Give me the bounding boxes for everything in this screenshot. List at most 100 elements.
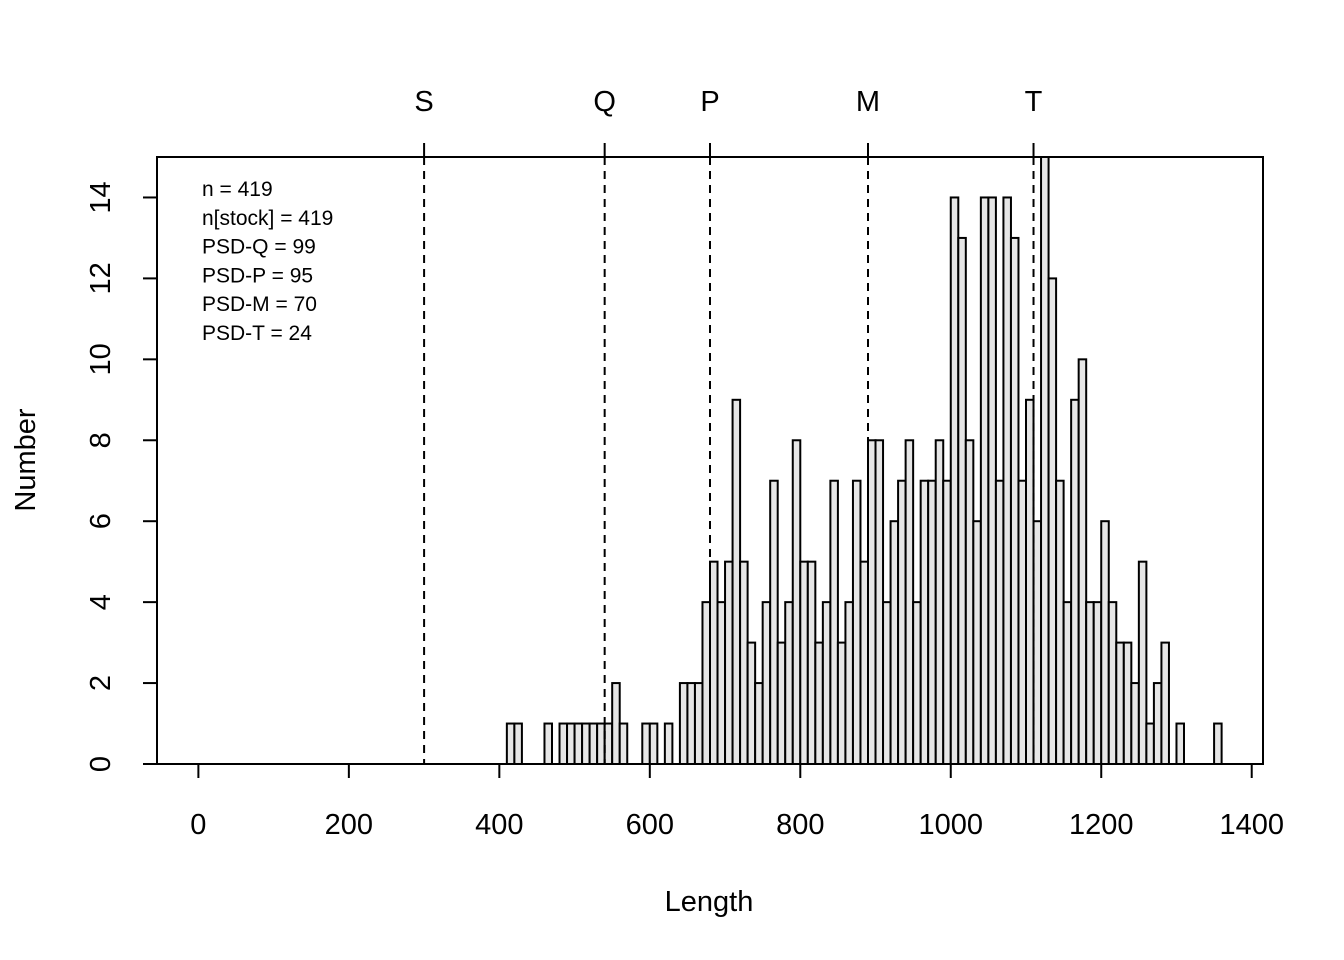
histogram-bar <box>994 479 1005 765</box>
psd-label: Q <box>593 86 616 118</box>
histogram-bar <box>776 641 787 765</box>
histogram-bar <box>746 641 757 765</box>
x-tick-label: 400 <box>475 809 523 841</box>
histogram-bar <box>1152 682 1163 765</box>
histogram-bar <box>716 601 727 766</box>
histogram-bar <box>987 196 997 765</box>
histogram-bar <box>1077 358 1088 765</box>
y-tick-label: 2 <box>85 675 117 691</box>
histogram-bar <box>678 682 689 765</box>
histogram-bar <box>611 682 621 765</box>
histogram-bar <box>573 722 584 765</box>
histogram-bar <box>814 641 824 765</box>
histogram-bar <box>1130 682 1140 765</box>
histogram-bar <box>844 601 854 766</box>
histogram-bars <box>505 156 1223 766</box>
histogram-bar <box>1107 601 1118 766</box>
histogram-bar <box>596 722 606 765</box>
histogram-bar <box>1040 156 1050 765</box>
y-tick-label: 0 <box>85 756 117 772</box>
x-tick-label: 800 <box>776 809 824 841</box>
histogram-bar <box>731 398 742 765</box>
stat-line: n[stock] = 419 <box>202 207 333 230</box>
x-tick-label: 600 <box>626 809 674 841</box>
histogram-bar <box>799 560 809 766</box>
stat-line: PSD-Q = 99 <box>202 236 316 259</box>
histogram-bar <box>791 439 802 765</box>
histogram-bar <box>1160 641 1170 765</box>
histogram-bar <box>1122 641 1133 765</box>
histogram-bar <box>1115 641 1125 765</box>
histogram-bar <box>821 601 832 766</box>
histogram-bar <box>829 479 839 765</box>
histogram-bar <box>1017 479 1028 765</box>
histogram-bar <box>709 560 719 766</box>
histogram-bar <box>957 236 967 765</box>
histogram-bar <box>769 479 779 765</box>
histogram-bar <box>663 722 674 765</box>
histogram-bar <box>1055 479 1065 765</box>
y-tick-label: 4 <box>85 594 117 610</box>
histogram-bar <box>566 722 576 765</box>
histogram-bar <box>897 479 907 765</box>
x-tick-label: 1200 <box>1069 809 1134 841</box>
psd-label: P <box>700 86 719 118</box>
histogram-bar <box>603 722 614 765</box>
histogram-bar <box>686 682 696 765</box>
histogram-bar <box>724 560 734 766</box>
histogram-bar <box>1002 196 1012 765</box>
stat-line: PSD-M = 70 <box>202 293 317 316</box>
x-tick-label: 200 <box>325 809 373 841</box>
histogram-bar <box>1175 722 1186 765</box>
histogram-bar <box>912 601 922 766</box>
histogram-bar <box>934 439 945 765</box>
psd-label: M <box>856 86 880 118</box>
y-axis-title: Number <box>10 408 42 511</box>
histogram-bar <box>851 479 862 765</box>
histogram-bar <box>1213 722 1223 765</box>
histogram-bar <box>836 641 847 765</box>
histogram-bar <box>949 196 960 765</box>
histogram-bar <box>1100 520 1110 766</box>
histogram-bar <box>927 479 937 765</box>
histogram-bar <box>1025 398 1035 765</box>
x-axis-title: Length <box>665 886 754 918</box>
y-tick-label: 12 <box>85 262 117 294</box>
histogram-bar <box>867 439 877 765</box>
histogram-bar <box>701 601 712 766</box>
histogram-bar <box>581 722 591 765</box>
histogram-bar <box>904 439 915 765</box>
y-tick-label: 10 <box>85 343 117 375</box>
psd-label: S <box>414 86 433 118</box>
histogram-bar <box>874 439 885 765</box>
stats-legend: n = 419 n[stock] = 419 PSD-Q = 99 PSD-P = 9… <box>202 178 333 345</box>
histogram-bar <box>505 722 516 765</box>
stat-line: PSD-P = 95 <box>202 264 313 287</box>
histogram-bar <box>1085 601 1095 766</box>
histogram-bar <box>942 479 952 765</box>
histogram-bar <box>1145 722 1155 765</box>
histogram-bar <box>588 722 599 765</box>
histogram-bar <box>882 601 892 766</box>
histogram-bar <box>1092 601 1103 766</box>
histogram-bar <box>739 560 749 766</box>
x-tick-label: 1000 <box>919 809 984 841</box>
histogram-bar <box>513 722 523 765</box>
histogram-bar <box>648 722 659 765</box>
histogram-bar <box>558 722 569 765</box>
histogram-bar <box>1062 601 1073 766</box>
stat-line: PSD-T = 24 <box>202 322 312 345</box>
histogram-bar <box>754 682 764 765</box>
histogram-bar <box>761 601 772 766</box>
histogram-bar <box>693 682 704 765</box>
y-tick-label: 8 <box>85 432 117 448</box>
histogram-bar <box>1047 277 1058 765</box>
histogram-bar <box>543 722 554 765</box>
histogram-bar <box>919 479 930 765</box>
histogram-bar <box>784 601 794 766</box>
histogram-bar <box>806 560 817 766</box>
histogram-bar <box>1137 560 1148 766</box>
psd-label: T <box>1025 86 1043 118</box>
y-tick-label: 14 <box>85 181 117 213</box>
histogram-bar <box>641 722 651 765</box>
